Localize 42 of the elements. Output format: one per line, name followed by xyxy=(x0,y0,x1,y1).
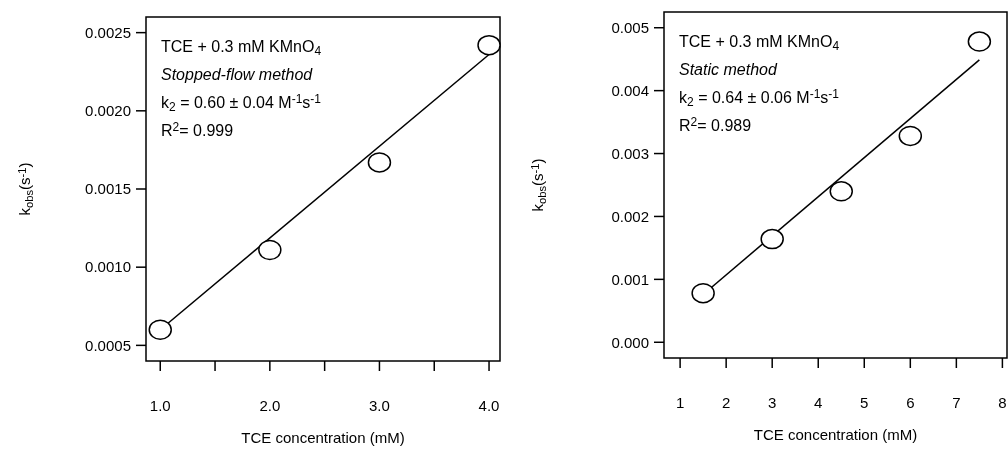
point xyxy=(258,239,282,261)
y-tick-label: 0.001 xyxy=(611,270,649,288)
x-tick-label: 7 xyxy=(952,394,961,411)
point xyxy=(967,31,992,52)
x-tick-label: 4.0 xyxy=(478,397,500,414)
x-tick-label: 4 xyxy=(814,394,823,411)
annotation: k$_{2}$ = 0.60 ± 0.04 M$^{-1}$s$^{-1}$ xyxy=(161,92,322,114)
y-tick-label: 0.004 xyxy=(611,81,649,99)
x-axis-title: TCE concentration (mM) xyxy=(241,429,405,446)
x-tick-label: 6 xyxy=(906,394,915,411)
annotation: R$^{2}$= 0.989 xyxy=(679,115,752,134)
y-tick-label: 0.005 xyxy=(611,18,649,36)
x-tick-label: 1 xyxy=(675,394,685,411)
annotation: k$_{2}$ = 0.64 ± 0.06 M$^{-1}$s$^{-1}$ xyxy=(679,87,840,109)
y-tick-label: 0.0025 xyxy=(85,23,131,41)
x-tick-label: 3 xyxy=(768,394,777,411)
point xyxy=(829,181,854,202)
y-tick-label: 0.0020 xyxy=(85,102,131,120)
annotation: TCE + 0.3 mM KMnO$_{4}$ xyxy=(679,33,840,53)
point xyxy=(477,34,501,56)
point xyxy=(898,125,923,147)
annotation: Stopped-flow method xyxy=(161,66,314,83)
x-tick-label: 1.0 xyxy=(149,397,171,414)
x-tick-label: 5 xyxy=(860,394,869,411)
point xyxy=(148,319,172,340)
x-tick-label: 2 xyxy=(721,394,731,411)
point xyxy=(691,282,715,304)
x-tick-label: 8 xyxy=(998,394,1007,411)
y-tick-label: 0.002 xyxy=(611,207,649,225)
annotation: R$^{2}$= 0.999 xyxy=(161,120,234,139)
point xyxy=(760,228,784,250)
x-tick-label: 3.0 xyxy=(369,397,390,414)
point xyxy=(367,152,392,173)
y-tick-label: 0.003 xyxy=(611,144,649,162)
annotation: Static method xyxy=(679,61,778,78)
y-tick-label: 0.0005 xyxy=(85,336,131,354)
y-tick-label: 0.0015 xyxy=(85,180,131,198)
annotation: TCE + 0.3 mM KMnO$_{4}$ xyxy=(161,38,322,58)
x-axis-title: TCE concentration (mM) xyxy=(753,426,918,443)
y-tick-label: 0.000 xyxy=(611,333,649,351)
y-tick-label: 0.0010 xyxy=(85,258,131,276)
x-tick-label: 2.0 xyxy=(259,397,281,414)
